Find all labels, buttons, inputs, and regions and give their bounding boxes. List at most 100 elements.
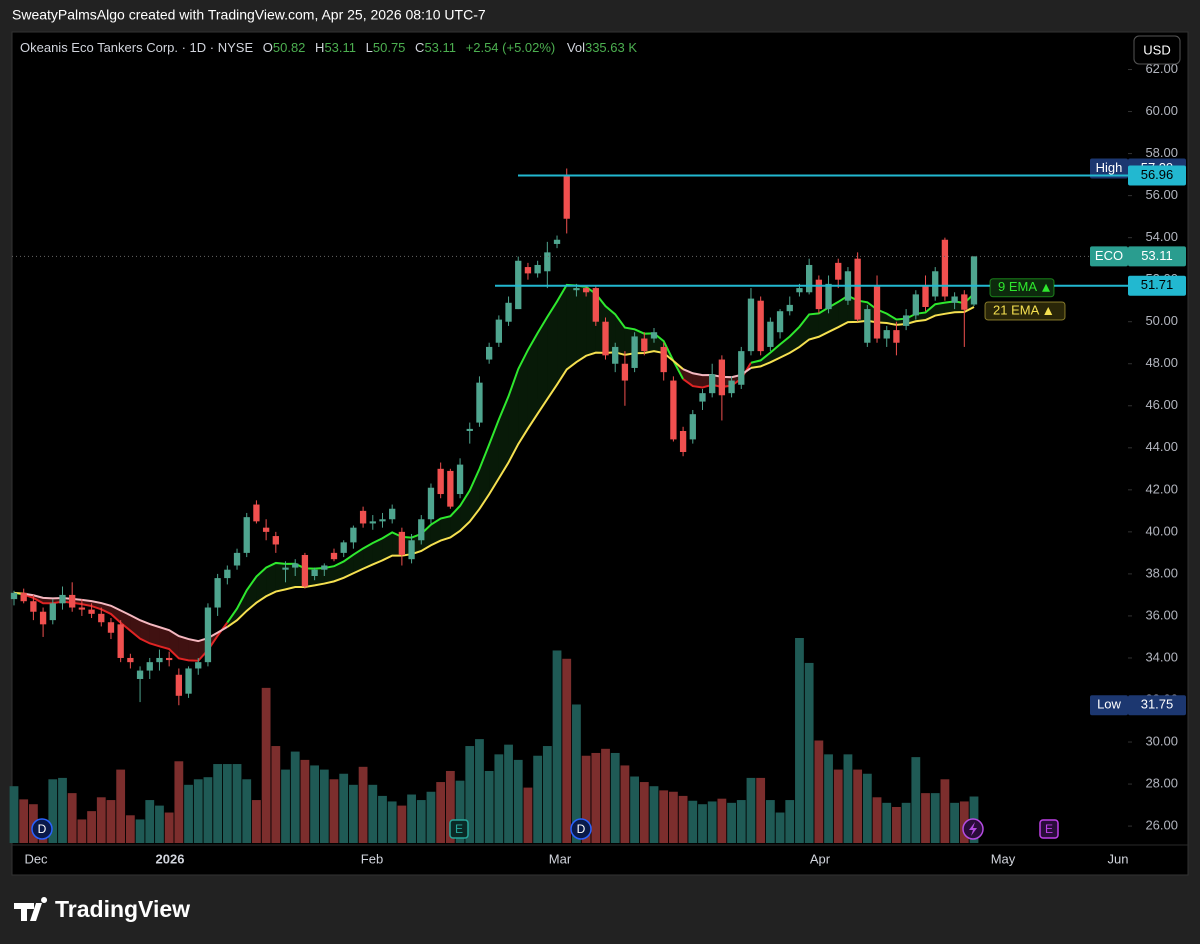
candle-body — [88, 609, 95, 614]
volume-bar — [921, 793, 930, 843]
candle-body — [408, 540, 415, 560]
candle-body — [612, 346, 619, 364]
candle-body — [107, 622, 115, 633]
candle-body — [398, 531, 406, 555]
candle-body — [641, 338, 648, 352]
volume-bar — [601, 748, 610, 843]
ema-arrow — [1044, 306, 1053, 315]
volume-bar — [707, 801, 717, 843]
ema-fill — [159, 627, 170, 650]
close-value: 53.11 — [424, 40, 456, 55]
volume-bar — [620, 765, 630, 843]
candle-body — [602, 321, 609, 356]
volume-bar — [804, 662, 814, 843]
ema-fill — [809, 313, 819, 340]
x-tick-label: Dec — [24, 851, 48, 866]
plot: 26.0028.0030.0032.0034.0036.0038.0040.00… — [9, 61, 1186, 866]
event-icon — [449, 819, 469, 839]
high-value: 53.11 — [324, 40, 356, 55]
volume-bar — [911, 757, 921, 843]
volume-bar — [940, 779, 950, 843]
volume-bar — [242, 779, 252, 843]
lightning — [969, 822, 977, 836]
volume-bar — [106, 800, 116, 843]
volume-bar — [348, 784, 358, 843]
candle-body — [486, 346, 493, 360]
volume-bar — [639, 782, 649, 843]
volume-bar — [155, 805, 164, 843]
ema-arrow — [1042, 283, 1051, 292]
volume-bar — [513, 759, 523, 843]
y-tick-label: 40.00 — [1145, 523, 1178, 538]
candle-body — [204, 607, 212, 663]
ema-fill — [527, 332, 538, 429]
volume-bar — [775, 812, 785, 843]
ema-fill — [838, 295, 848, 328]
candle-body — [767, 321, 774, 347]
volume-bar — [232, 764, 242, 843]
ema-fill — [130, 615, 141, 639]
volume-bar — [833, 769, 843, 843]
low-value: 50.75 — [373, 40, 406, 55]
y-tick-label: 44.00 — [1145, 439, 1178, 454]
ema-fill — [469, 468, 480, 522]
volume-bar — [358, 766, 368, 843]
volume-bar — [523, 787, 533, 843]
ema-fill — [421, 524, 431, 552]
ema-line — [750, 293, 975, 364]
ema-fill — [430, 518, 441, 546]
volume-bar — [630, 776, 640, 843]
volume-bar — [504, 744, 513, 843]
ema-fill — [508, 369, 519, 463]
volume-bar — [698, 804, 707, 843]
currency[interactable]: USD — [1143, 42, 1170, 57]
y-tick-label: 60.00 — [1145, 103, 1178, 118]
open-label: O — [263, 40, 273, 55]
candle-body — [175, 674, 182, 696]
ema-fill — [537, 316, 548, 414]
ema-line — [23, 592, 228, 643]
volume-bar — [795, 638, 804, 843]
volume-bar — [853, 769, 863, 843]
candle-body — [195, 662, 202, 669]
ema-fill — [188, 639, 199, 661]
volume-bar — [688, 800, 698, 843]
volume-bar — [717, 798, 727, 843]
candle-body — [718, 359, 726, 396]
y-tick-label: 50.00 — [1145, 313, 1178, 328]
change: +2.54 (+5.02%) — [466, 40, 556, 55]
volume-bar — [455, 780, 465, 843]
ema-fill — [275, 562, 286, 592]
candle-body — [340, 542, 347, 553]
candle-body — [330, 552, 338, 560]
candle-body — [631, 336, 638, 368]
volume-bar — [930, 793, 940, 843]
candle-body — [922, 285, 929, 307]
volume-bar — [872, 797, 882, 843]
candle-body — [883, 330, 890, 339]
volume-bar — [465, 746, 475, 843]
ema-fill — [944, 301, 955, 314]
volume-bar — [290, 751, 300, 843]
ema-fill — [149, 624, 160, 647]
volume-bar — [484, 770, 494, 843]
volume-bar — [445, 770, 455, 843]
price-label-box — [1128, 246, 1186, 267]
event-label: E — [455, 822, 463, 836]
volume-bar — [542, 746, 552, 843]
volume-bar — [475, 739, 484, 843]
candle-body — [98, 613, 105, 623]
y-tick-label: 46.00 — [1145, 397, 1178, 412]
ema-label: 9 EMA — [998, 279, 1037, 294]
volume-bar — [9, 786, 19, 843]
price-label-tag — [1090, 158, 1128, 179]
volume-bar — [96, 797, 106, 843]
currency-button[interactable] — [1133, 35, 1181, 65]
price-label-value: 53.11 — [1141, 248, 1173, 263]
y-tick-label: 36.00 — [1145, 607, 1178, 622]
candle-body — [214, 578, 221, 608]
event-label: E — [1045, 822, 1053, 836]
volume-bar — [736, 800, 746, 843]
y-tick-label: 62.00 — [1145, 61, 1178, 76]
